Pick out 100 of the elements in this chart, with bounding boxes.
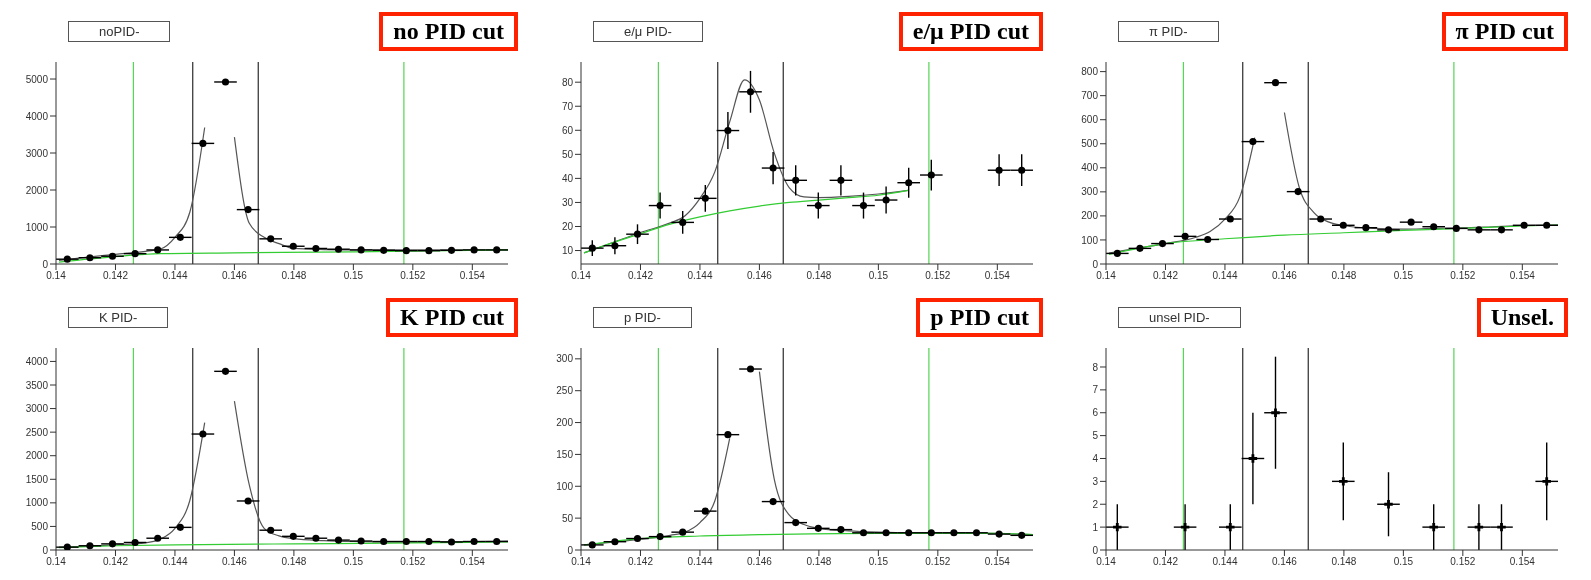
point xyxy=(905,529,913,537)
y-tick-label: 0 xyxy=(567,544,574,556)
x-tick-label: 0.142 xyxy=(627,556,654,568)
point xyxy=(221,367,230,375)
point xyxy=(656,202,664,210)
x-tick-label: 0.15 xyxy=(343,270,364,282)
point xyxy=(679,528,687,536)
point xyxy=(86,254,94,262)
y-tick-label: 80 xyxy=(561,76,574,88)
chart-title: p PID- xyxy=(593,306,692,328)
text: π PID cut xyxy=(1441,11,1568,51)
y-tick-label: 60 xyxy=(561,124,574,136)
y-tick-label: 4000 xyxy=(25,110,49,122)
point xyxy=(1113,522,1122,532)
x-tick-label: 0.14 xyxy=(46,556,67,568)
point xyxy=(357,537,365,545)
point xyxy=(882,529,890,537)
x-tick-label: 0.154 xyxy=(459,270,486,282)
text: K PID cut xyxy=(386,297,518,337)
chart-title: π PID- xyxy=(1118,20,1219,42)
x-tick-label: 0.146 xyxy=(746,270,773,282)
x-tick-label: 0.15 xyxy=(868,556,889,568)
point xyxy=(1113,249,1121,257)
x-tick-label: 0.14 xyxy=(1096,270,1117,282)
point xyxy=(1475,226,1483,234)
y-tick-label: 200 xyxy=(556,417,574,429)
y-tick-label: 3000 xyxy=(25,403,49,415)
x-tick-label: 0.148 xyxy=(281,270,307,282)
point xyxy=(199,139,207,147)
point xyxy=(334,245,343,253)
point xyxy=(244,497,252,505)
point xyxy=(380,537,388,546)
x-tick-label: 0.142 xyxy=(1152,270,1179,282)
y-tick-label: 500 xyxy=(1081,138,1099,150)
y-tick-label: 5000 xyxy=(25,73,49,85)
chart-title: noPID- xyxy=(68,20,171,42)
point xyxy=(1248,454,1258,463)
x-tick-label: 0.144 xyxy=(687,270,713,282)
y-tick-label: 200 xyxy=(1081,210,1099,222)
text: Unsel. xyxy=(1476,297,1568,337)
point xyxy=(267,526,275,534)
point xyxy=(1181,232,1189,240)
y-tick-label: 4000 xyxy=(25,355,49,367)
x-tick-label: 0.152 xyxy=(925,270,951,282)
y-tick-label: 0 xyxy=(1092,258,1099,270)
x-tick-label: 0.14 xyxy=(1096,556,1117,568)
x-tick-label: 0.152 xyxy=(400,556,426,568)
y-tick-label: 2000 xyxy=(25,450,49,462)
point xyxy=(724,126,732,135)
x-tick-label: 0.152 xyxy=(1450,270,1476,282)
point xyxy=(995,166,1003,174)
x-tick-label: 0.142 xyxy=(627,270,654,282)
point xyxy=(154,534,162,542)
x-tick-label: 0.15 xyxy=(868,270,889,282)
point xyxy=(792,519,800,527)
point xyxy=(63,543,71,550)
point xyxy=(633,534,642,543)
point xyxy=(108,540,117,548)
point xyxy=(1542,477,1551,486)
chart-title: K PID- xyxy=(68,306,169,328)
x-tick-label: 0.146 xyxy=(221,270,248,282)
y-tick-label: 1000 xyxy=(25,221,49,233)
x-tick-label: 0.146 xyxy=(746,556,773,568)
point xyxy=(1226,215,1234,223)
y-tick-label: 50 xyxy=(561,512,574,524)
point xyxy=(289,532,297,540)
y-tick-label: 8 xyxy=(1092,361,1099,373)
x-tick-label: 0.144 xyxy=(1212,556,1238,568)
point xyxy=(769,164,777,172)
x-tick-label: 0.14 xyxy=(46,270,67,282)
x-tick-label: 0.142 xyxy=(102,270,129,282)
point xyxy=(656,533,664,541)
y-tick-label: 250 xyxy=(556,385,574,397)
point xyxy=(1018,531,1026,539)
y-tick-label: 1500 xyxy=(25,473,49,485)
point xyxy=(1136,244,1144,252)
text: e/μ PID cut xyxy=(898,11,1043,51)
point xyxy=(1204,235,1212,244)
point xyxy=(1158,240,1167,248)
y-tick-label: 500 xyxy=(31,520,49,532)
y-tick-label: 1000 xyxy=(25,497,49,509)
point xyxy=(493,246,501,254)
point xyxy=(588,244,596,252)
y-tick-label: 40 xyxy=(561,172,574,184)
point xyxy=(1520,221,1528,229)
x-tick-label: 0.15 xyxy=(1393,556,1414,568)
x-tick-label: 0.148 xyxy=(806,270,832,282)
point xyxy=(1474,522,1484,532)
y-tick-label: 2000 xyxy=(25,184,49,196)
point xyxy=(679,218,687,226)
point xyxy=(1294,188,1302,196)
text: p PID cut xyxy=(916,297,1043,337)
x-tick-label: 0.154 xyxy=(984,556,1011,568)
point xyxy=(1384,226,1393,234)
point xyxy=(1317,215,1325,223)
chart-title: unsel PID- xyxy=(1118,306,1241,328)
point xyxy=(131,250,139,258)
point xyxy=(972,529,981,537)
point xyxy=(995,530,1003,538)
point xyxy=(108,252,117,260)
